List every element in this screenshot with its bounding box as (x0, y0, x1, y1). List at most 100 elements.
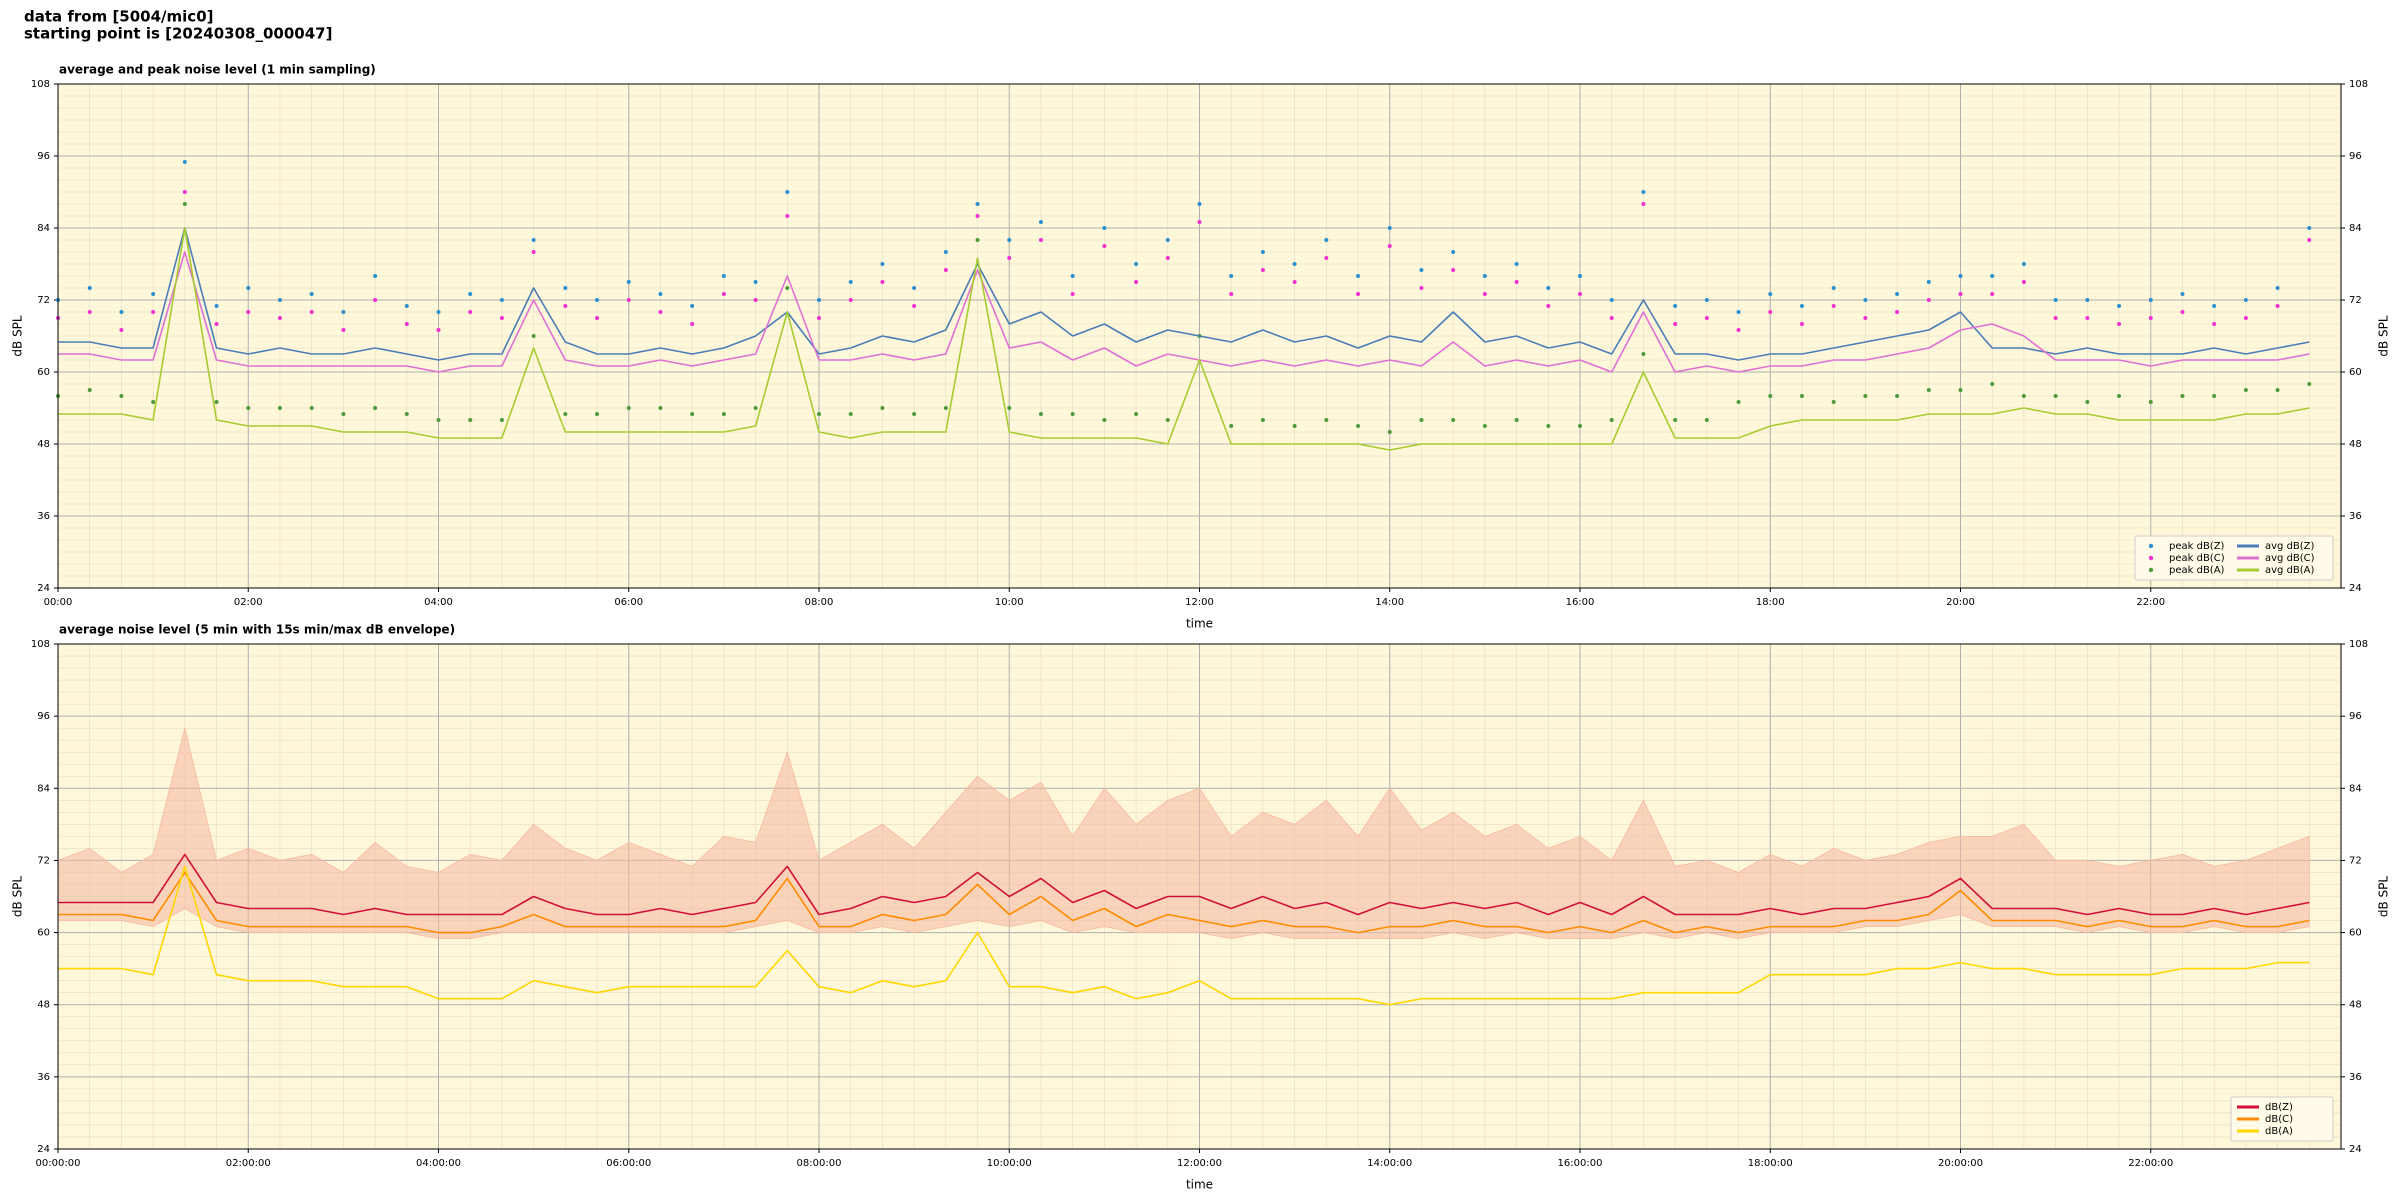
series-line (58, 871, 2310, 934)
peak-point (690, 304, 695, 308)
x-tick-label: 20:00:00 (1938, 1158, 1983, 1169)
peak-point (1229, 424, 1234, 428)
peak-point (436, 328, 441, 332)
legend-label: avg dB(C) (2265, 553, 2315, 564)
x-tick-label: 22:00:00 (2128, 1158, 2173, 1169)
peak-point (1102, 418, 1107, 422)
x-tick-label: 20:00 (1946, 597, 1975, 608)
x-tick-label: 18:00 (1756, 597, 1785, 608)
series-line (58, 853, 2310, 916)
peak-point (277, 406, 282, 410)
x-tick-label: 12:00 (1185, 597, 1214, 608)
chart-title: average and peak noise level (1 min samp… (59, 63, 376, 77)
peak-point (626, 280, 631, 284)
peak-point (658, 292, 663, 296)
legend-marker (2148, 543, 2154, 549)
peak-point (1070, 292, 1075, 296)
peak-point (1260, 268, 1265, 272)
peak-point (119, 328, 124, 332)
peak-point (2243, 388, 2248, 392)
y-tick-label: 24 (37, 583, 50, 594)
peak-point (531, 250, 536, 254)
peak-point (373, 298, 378, 302)
peak-point (1736, 310, 1741, 314)
peak-point (1895, 310, 1900, 314)
series-line (58, 227, 2310, 361)
peak-point (753, 280, 758, 284)
peak-point (2117, 394, 2122, 398)
legend-box (2134, 535, 2334, 581)
x-tick-label: 04:00:00 (416, 1158, 461, 1169)
peak-point (563, 286, 568, 290)
peak-point (880, 406, 885, 410)
peak-point (1165, 238, 1170, 242)
peak-point (1356, 424, 1361, 428)
peak-point (1229, 274, 1234, 278)
peak-point (1546, 424, 1551, 428)
peak-point (785, 190, 790, 194)
y2-axis-label: dB SPL (2377, 315, 2391, 357)
peak-point (1229, 292, 1234, 296)
peak-point (2275, 304, 2280, 308)
subplot: 24 24 36 36 48 48 60 60 72 72 84 84 96 96 108 108 00:00 0… (11, 63, 2391, 631)
peak-point (309, 310, 314, 314)
peak-point (1292, 424, 1297, 428)
peak-point (1102, 244, 1107, 248)
peak-point (912, 286, 917, 290)
peak-point (246, 406, 251, 410)
peak-point (119, 394, 124, 398)
peak-point (658, 406, 663, 410)
peak-point (1609, 298, 1614, 302)
peak-point (1990, 274, 1995, 278)
peak-point (880, 280, 885, 284)
peak-point (182, 202, 187, 206)
peak-point (785, 286, 790, 290)
peak-point (1007, 256, 1012, 260)
peak-point (2180, 310, 2185, 314)
peak-point (1863, 298, 1868, 302)
peak-point (595, 412, 600, 416)
peak-point (912, 412, 917, 416)
peak-point (404, 322, 409, 326)
peak-point (1038, 238, 1043, 242)
peak-point (2148, 316, 2153, 320)
peak-point (531, 334, 536, 338)
peak-point (848, 298, 853, 302)
y2-tick-label: 96 (2349, 151, 2362, 162)
peak-point (1514, 262, 1519, 266)
peak-point (1260, 250, 1265, 254)
legend-label: dB(C) (2265, 1114, 2293, 1125)
peak-point (1324, 418, 1329, 422)
peak-point (817, 316, 821, 320)
peak-point (880, 262, 885, 266)
peak-point (817, 412, 821, 416)
peak-point (753, 406, 758, 410)
peak-point (1165, 256, 1170, 260)
peak-point (373, 406, 378, 410)
peak-point (1641, 190, 1646, 194)
peak-point (2275, 388, 2280, 392)
peak-point (151, 292, 156, 296)
peak-point (785, 214, 790, 218)
peak-point (2117, 304, 2122, 308)
peak-point (214, 322, 219, 326)
legend: dB(Z)dB(C)dB(A) (2230, 1096, 2334, 1142)
y2-tick-label: 108 (2349, 639, 2368, 650)
peak-point (436, 310, 441, 314)
y2-tick-label: 36 (2349, 511, 2362, 522)
peak-point (1007, 406, 1012, 410)
y-tick-label: 96 (37, 711, 50, 722)
y-tick-label: 36 (37, 511, 50, 522)
peak-point (2243, 298, 2248, 302)
peak-point (1736, 400, 1741, 404)
peak-point (1895, 292, 1900, 296)
y-tick-label: 24 (37, 1144, 50, 1155)
peak-point (2085, 298, 2090, 302)
peak-point (119, 310, 124, 314)
peak-point (2212, 322, 2217, 326)
legend-label: peak dB(C) (2169, 553, 2225, 564)
peak-point (2085, 316, 2090, 320)
peak-point (1958, 388, 1963, 392)
peak-point (1895, 394, 1900, 398)
